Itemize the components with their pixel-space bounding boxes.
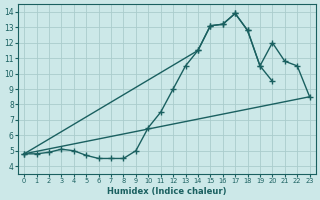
X-axis label: Humidex (Indice chaleur): Humidex (Indice chaleur) [107, 187, 227, 196]
